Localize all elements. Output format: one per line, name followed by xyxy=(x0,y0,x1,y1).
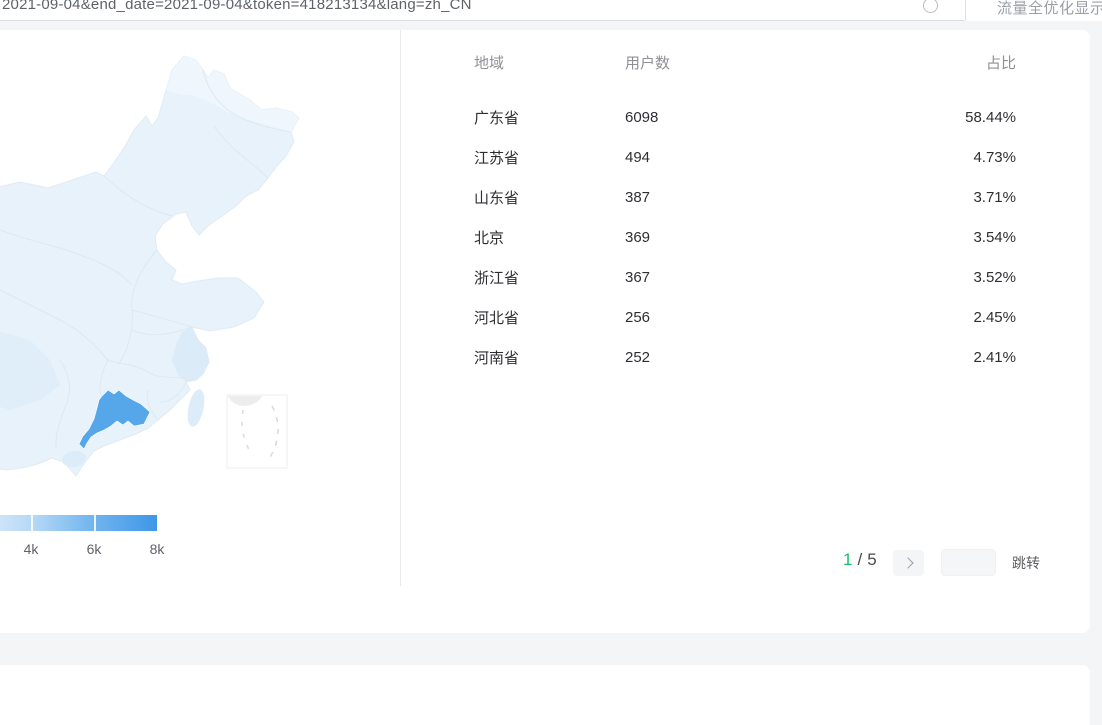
legend-tick-6k: 6k xyxy=(86,541,102,557)
cell-percent: 2.45% xyxy=(973,308,1016,326)
cell-percent: 3.71% xyxy=(973,188,1016,206)
table-row: 广东省 6098 58.44% xyxy=(474,97,1016,137)
table-row: 江苏省 494 4.73% xyxy=(474,137,1016,177)
panel-divider xyxy=(400,30,401,586)
cell-percent: 4.73% xyxy=(973,148,1016,166)
map-tint-east xyxy=(172,327,209,382)
cell-percent: 58.44% xyxy=(965,108,1016,126)
cell-percent: 2.41% xyxy=(973,348,1016,366)
cell-users: 387 xyxy=(625,188,651,206)
cell-region: 江苏省 xyxy=(474,149,520,167)
table-row: 河南省 252 2.41% xyxy=(474,337,1016,377)
circle-icon[interactable] xyxy=(923,0,938,13)
legend-divider xyxy=(31,515,33,531)
cell-users: 494 xyxy=(625,148,651,166)
cell-users: 369 xyxy=(625,228,651,246)
cell-region: 山东省 xyxy=(474,189,520,207)
header-percent: 占比 xyxy=(985,54,1016,72)
header-region: 地域 xyxy=(474,54,505,72)
table-header-row: 地域 用户数 占比 xyxy=(474,52,1016,72)
nine-dash-line xyxy=(241,405,279,461)
current-page: 1 xyxy=(843,550,853,569)
cell-percent: 3.54% xyxy=(973,228,1016,246)
cell-region: 河南省 xyxy=(474,349,520,367)
cell-users: 252 xyxy=(625,348,651,366)
cell-users: 367 xyxy=(625,268,651,286)
cell-users: 256 xyxy=(625,308,651,326)
next-page-button[interactable] xyxy=(893,550,924,576)
jump-label: 跳转 xyxy=(1012,555,1040,571)
table-row: 北京 369 3.54% xyxy=(474,217,1016,257)
legend-tick-8k: 8k xyxy=(149,541,165,557)
cell-region: 河北省 xyxy=(474,309,520,327)
total-pages: 5 xyxy=(867,550,877,569)
address-bar-border xyxy=(0,20,965,21)
cell-region: 北京 xyxy=(474,229,505,247)
inset-coast xyxy=(228,396,262,406)
cell-region: 广东省 xyxy=(474,109,520,127)
south-china-sea-inset xyxy=(226,394,288,469)
header-users: 用户数 xyxy=(625,54,671,72)
map-tint-northeast xyxy=(166,56,299,132)
lower-panel xyxy=(0,665,1090,725)
region-table: 地域 用户数 占比 广东省 6098 58.44% 江苏省 494 4.73% … xyxy=(474,52,1016,377)
map-tint-southwest xyxy=(0,331,60,410)
cell-region: 浙江省 xyxy=(474,269,520,287)
jump-page-input[interactable] xyxy=(941,549,996,576)
province-borders xyxy=(0,69,292,449)
china-map[interactable] xyxy=(0,30,400,530)
map-legend-gradient xyxy=(0,515,157,531)
address-bar-url[interactable]: 2021-09-04&end_date=2021-09-04&token=418… xyxy=(2,0,472,13)
address-bar-strip: 2021-09-04&end_date=2021-09-04&token=418… xyxy=(0,0,1102,21)
table-body: 广东省 6098 58.44% 江苏省 494 4.73% 山东省 387 3.… xyxy=(474,97,1016,377)
table-row: 浙江省 367 3.52% xyxy=(474,257,1016,297)
analytics-panel: 4k 6k 8k 地域 用户数 占比 广东省 6098 58.44% 江苏省 4… xyxy=(0,30,1090,633)
page-indicator: 1/5 xyxy=(843,550,877,570)
address-bar-border-right xyxy=(965,0,966,20)
page-separator: / xyxy=(857,550,863,569)
topbar-right-label: 流量全优化显示 xyxy=(997,0,1102,17)
cell-percent: 3.52% xyxy=(973,268,1016,286)
cell-users: 6098 xyxy=(625,108,659,126)
china-map-landmass xyxy=(0,55,300,477)
taiwan-island xyxy=(187,389,205,427)
chevron-right-icon xyxy=(901,557,914,569)
guangdong-province[interactable] xyxy=(78,389,151,450)
legend-divider xyxy=(94,515,96,531)
legend-tick-4k: 4k xyxy=(23,541,39,557)
table-row: 河北省 256 2.45% xyxy=(474,297,1016,337)
hainan-island xyxy=(62,450,86,468)
table-row: 山东省 387 3.71% xyxy=(474,177,1016,217)
